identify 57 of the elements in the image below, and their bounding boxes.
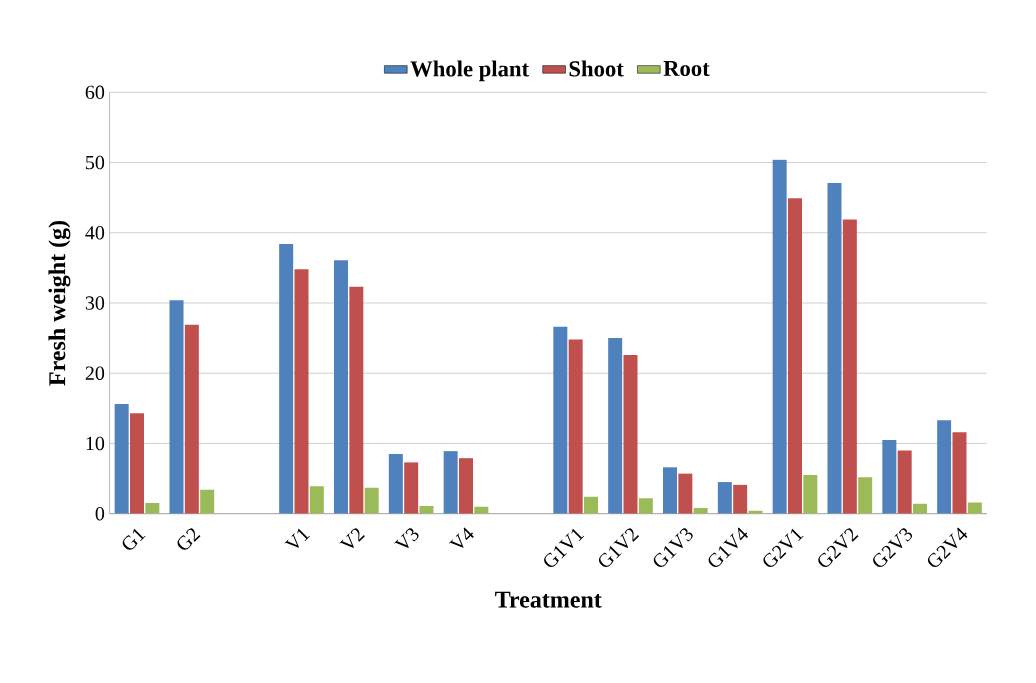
bar [334, 260, 348, 514]
y-tick-label: 10 [86, 436, 105, 451]
bar [364, 487, 379, 514]
bar [279, 244, 294, 514]
bar [638, 498, 653, 514]
bar [568, 339, 583, 514]
bar [349, 287, 364, 514]
bar [553, 327, 568, 514]
y-tick-label: 20 [85, 366, 105, 381]
y-tick-label: 0 [95, 507, 105, 521]
legend-label: Shoot [569, 60, 624, 77]
bar [952, 432, 967, 514]
bar [130, 413, 145, 514]
bar [200, 489, 215, 514]
bar [309, 486, 324, 514]
bar [858, 477, 873, 514]
bar [882, 440, 897, 514]
bar [584, 496, 598, 514]
bar [717, 482, 732, 514]
x-tick-label: G1 [122, 528, 146, 550]
bar [404, 462, 419, 514]
bar [772, 159, 787, 514]
y-axis-title: Fresh weight (g) [48, 221, 71, 386]
y-tick-label: 50 [86, 155, 105, 170]
bar [623, 355, 638, 514]
x-axis-title: Treatment [495, 591, 602, 608]
x-tick-label: V4 [448, 527, 474, 549]
x-tick-label: G2 [177, 528, 201, 550]
bar [459, 458, 474, 514]
bar [678, 473, 693, 514]
bar [169, 300, 184, 514]
bar [827, 183, 842, 514]
y-tick-label: 30 [85, 296, 105, 310]
bar [967, 502, 982, 514]
bar [145, 503, 160, 514]
y-tick-label: 40 [85, 226, 105, 240]
bar [913, 504, 927, 514]
bar [897, 450, 912, 514]
bar [184, 324, 199, 514]
legend-label: Whole plant [410, 60, 529, 82]
bar [294, 269, 309, 514]
bar [803, 475, 818, 514]
bar [842, 219, 857, 514]
x-tick-label: V2 [339, 528, 365, 549]
bar [733, 485, 748, 514]
bar [608, 338, 623, 514]
bar [443, 451, 458, 514]
legend-label: Root [663, 61, 710, 77]
x-tick-label: V1 [284, 528, 310, 549]
bar [419, 506, 434, 514]
bar [937, 420, 952, 514]
y-tick-label: 60 [85, 85, 105, 100]
bar [663, 467, 677, 514]
bar [388, 454, 403, 514]
bar [114, 404, 129, 514]
x-tick-label: V3 [394, 528, 419, 549]
bar [788, 198, 802, 514]
